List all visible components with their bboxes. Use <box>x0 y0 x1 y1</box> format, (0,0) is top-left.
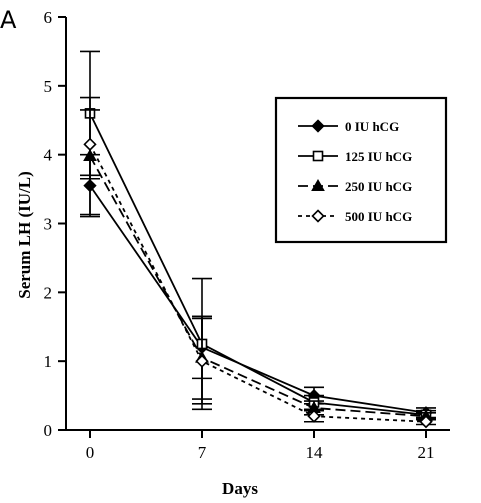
panel-letter: A <box>0 6 17 34</box>
plot-area <box>80 50 436 429</box>
legend-marker <box>311 209 325 223</box>
y-tick-label: 5 <box>44 77 53 96</box>
legend-label: 500 IU hCG <box>345 209 412 224</box>
series-line <box>89 155 427 418</box>
legend-marker <box>311 119 325 133</box>
data-point <box>307 409 321 423</box>
y-tick-label: 4 <box>44 146 53 165</box>
legend-item: 125 IU hCG <box>298 149 412 164</box>
series-line <box>89 112 427 416</box>
legend-box <box>274 96 448 244</box>
y-tick-label: 6 <box>44 8 53 27</box>
legend-label: 0 IU hCG <box>345 119 399 134</box>
y-tick-label: 2 <box>44 283 53 302</box>
x-tick-label: 14 <box>306 443 324 462</box>
legend-marker <box>312 150 324 162</box>
series-group <box>80 109 436 429</box>
x-tick-label: 7 <box>198 443 207 462</box>
series-line <box>89 185 427 414</box>
y-tick-label: 1 <box>44 352 53 371</box>
data-point <box>195 354 209 368</box>
legend-item: 500 IU hCG <box>298 209 412 224</box>
y-tick-label: 0 <box>44 421 53 440</box>
x-tick-label: 21 <box>418 443 435 462</box>
legend-item: 250 IU hCG <box>298 178 412 194</box>
x-axis-title: Days <box>222 479 258 498</box>
legend-item: 0 IU hCG <box>298 119 399 134</box>
data-point <box>419 415 433 429</box>
legend-label: 125 IU hCG <box>345 149 412 164</box>
legend-label: 250 IU hCG <box>345 179 412 194</box>
series-line <box>89 143 427 423</box>
x-tick-label: 0 <box>86 443 95 462</box>
legend: 0 IU hCG 125 IU hCG 250 IU hCG 500 IU hCG <box>298 119 412 224</box>
data-point <box>83 137 97 151</box>
legend-marker <box>311 178 325 191</box>
axis-ticks: 0 1 2 3 4 5 6 0 7 14 21 <box>44 8 435 462</box>
y-axis-title: Serum LH (IU/L) <box>15 171 34 299</box>
y-tick-label: 3 <box>44 215 53 234</box>
